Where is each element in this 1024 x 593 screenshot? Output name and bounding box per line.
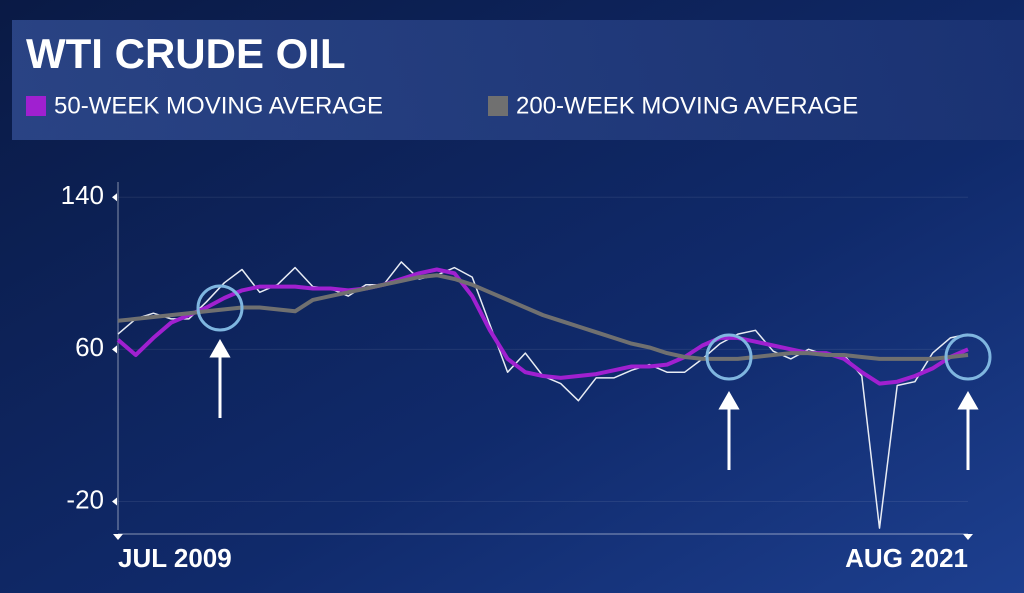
y-tick-label: 60 xyxy=(75,332,104,362)
tick-mark xyxy=(112,497,117,506)
x-tick-label: JUL 2009 xyxy=(118,543,232,573)
x-tick-label: AUG 2021 xyxy=(845,543,968,573)
header-panel xyxy=(12,20,1024,140)
arrow-head xyxy=(957,390,979,410)
legend-label: 50-WEEK MOVING AVERAGE xyxy=(54,92,383,119)
tick-mark xyxy=(112,345,117,354)
legend-swatch xyxy=(26,96,46,116)
y-tick-label: 140 xyxy=(61,180,104,210)
highlight-circle xyxy=(944,333,992,381)
x-tick-mark xyxy=(113,534,123,540)
y-tick-label: -20 xyxy=(66,484,104,514)
arrows xyxy=(209,338,979,470)
plot-area: -20 60 140 JUL 2009 AUG 2021 xyxy=(61,180,973,573)
highlight-circle xyxy=(705,333,753,381)
legend-label: 200-WEEK MOVING AVERAGE xyxy=(516,92,858,119)
highlight-circle xyxy=(196,284,244,332)
legend-swatch xyxy=(488,96,508,116)
tick-mark xyxy=(112,193,117,202)
x-tick-mark xyxy=(963,534,973,540)
arrow-head xyxy=(209,338,231,358)
annotations xyxy=(196,284,992,381)
arrow-head xyxy=(718,390,740,410)
series-line xyxy=(117,273,969,361)
chart-title: WTI CRUDE OIL xyxy=(26,30,346,77)
